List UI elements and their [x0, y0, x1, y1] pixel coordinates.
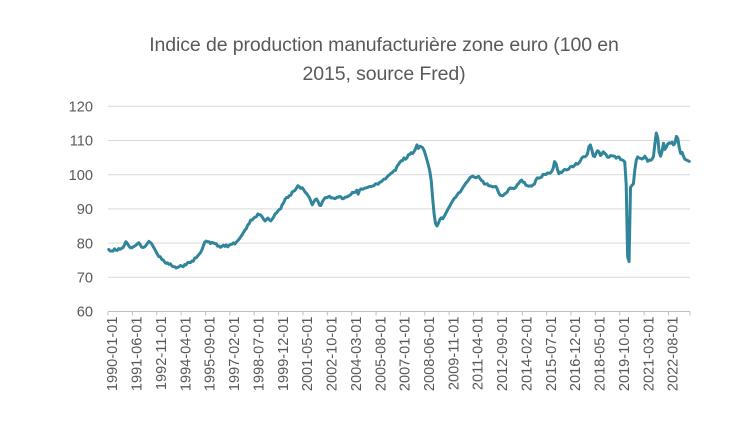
x-axis-label: 2007-01-01 — [398, 317, 414, 392]
x-axis-label: 1991-06-01 — [130, 317, 146, 392]
y-axis-label: 70 — [77, 271, 93, 287]
x-axis-label: 2005-08-01 — [373, 317, 389, 392]
chart-title: Indice de production manufacturière zone… — [19, 31, 749, 88]
chart-title-line-2: 2015, source Fred) — [302, 62, 466, 85]
x-axis-label: 2015-07-01 — [544, 317, 560, 392]
x-axis-label: 1998-07-01 — [251, 317, 267, 392]
y-axis-label: 80 — [77, 236, 93, 252]
x-axis-label: 2004-03-01 — [349, 317, 365, 392]
y-axis-label: 110 — [70, 134, 93, 150]
x-axis-label: 2001-05-01 — [300, 317, 316, 392]
x-axis-label: 1990-01-01 — [105, 317, 121, 392]
x-axis-label: 2019-10-01 — [617, 317, 633, 392]
x-axis-label: 2012-09-01 — [495, 317, 511, 392]
x-axis-label: 2009-11-01 — [446, 317, 462, 391]
y-axis-label: 100 — [69, 168, 93, 184]
x-axis-label: 1999-12-01 — [276, 317, 292, 392]
x-axis-label: 1995-09-01 — [203, 317, 219, 392]
x-axis-label: 2008-06-01 — [422, 317, 438, 392]
x-axis-label: 1997-02-01 — [227, 317, 243, 392]
chart-title-line-1: Indice de production manufacturière zone… — [149, 34, 619, 56]
x-axis-label: 2021-03-01 — [641, 317, 657, 392]
x-axis-label: 2011-04-01 — [471, 317, 487, 391]
x-axis-label: 2014-02-01 — [519, 317, 535, 392]
y-axis-label: 60 — [77, 305, 93, 321]
x-axis-label: 1992-11-01 — [154, 317, 170, 391]
x-axis-label: 2018-05-01 — [593, 317, 609, 392]
y-axis-label: 120 — [69, 100, 93, 116]
series-line — [107, 131, 691, 270]
x-axis-label: 2002-10-01 — [325, 317, 341, 392]
x-axis-label: 2016-12-01 — [568, 317, 584, 392]
x-axis-label: 2022-08-01 — [666, 317, 682, 392]
x-axis-label: 1994-04-01 — [178, 317, 194, 392]
y-axis-label: 90 — [77, 202, 93, 218]
